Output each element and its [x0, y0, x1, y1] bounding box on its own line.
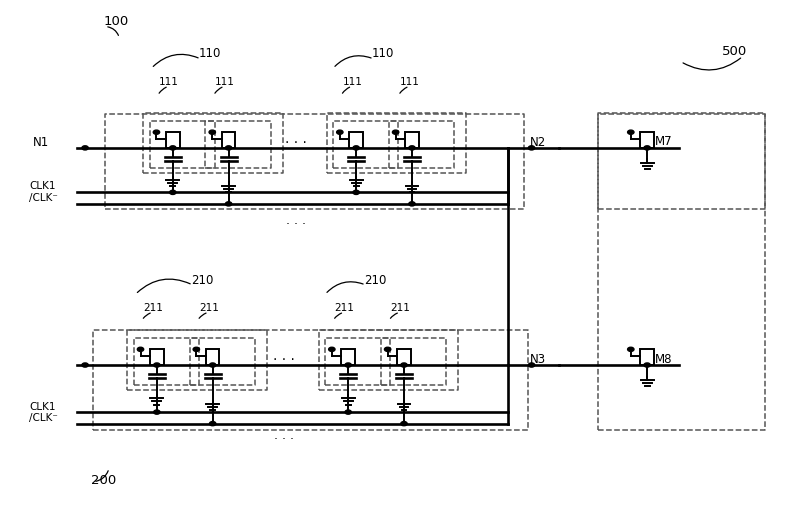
Circle shape [409, 202, 415, 206]
Circle shape [329, 347, 335, 351]
Text: · · ·: · · · [286, 136, 307, 150]
Bar [166, 132, 179, 148]
Circle shape [409, 146, 415, 150]
Text: M7: M7 [655, 135, 673, 148]
Text: · · ·: · · · [286, 218, 306, 231]
Circle shape [528, 146, 534, 150]
Circle shape [345, 410, 351, 414]
Bar [105, 114, 523, 209]
Circle shape [628, 347, 634, 351]
Bar [640, 132, 654, 148]
Circle shape [401, 363, 407, 367]
Circle shape [170, 190, 176, 195]
Bar [127, 330, 267, 390]
Circle shape [353, 146, 359, 150]
Circle shape [82, 146, 88, 150]
Circle shape [154, 130, 160, 134]
Text: N3: N3 [530, 353, 546, 366]
Text: 111: 111 [400, 77, 420, 87]
Text: 210: 210 [364, 274, 386, 287]
Text: 211: 211 [390, 303, 410, 313]
Circle shape [628, 130, 634, 134]
Circle shape [82, 363, 88, 367]
Text: 211: 211 [143, 303, 163, 313]
Text: · · ·: · · · [274, 353, 295, 367]
Bar [206, 349, 219, 365]
Text: 211: 211 [334, 303, 354, 313]
Bar [134, 338, 199, 385]
Circle shape [345, 363, 351, 367]
Circle shape [401, 421, 407, 426]
Circle shape [193, 347, 199, 351]
Circle shape [154, 363, 160, 367]
Bar [222, 132, 235, 148]
Bar [405, 132, 418, 148]
Text: 110: 110 [372, 47, 394, 60]
Text: CLK1: CLK1 [30, 401, 56, 411]
Circle shape [210, 363, 216, 367]
Circle shape [393, 130, 399, 134]
Text: /CLK⁻: /CLK⁻ [30, 413, 58, 423]
Circle shape [353, 190, 359, 195]
Text: N1: N1 [33, 136, 50, 149]
Bar [350, 132, 363, 148]
Bar [150, 120, 215, 168]
Bar [150, 349, 164, 365]
Bar [190, 338, 255, 385]
Circle shape [644, 146, 650, 150]
Circle shape [337, 130, 343, 134]
Text: 200: 200 [91, 474, 117, 487]
Circle shape [385, 347, 391, 351]
Bar [598, 114, 765, 430]
Text: CLK1: CLK1 [30, 181, 56, 191]
Text: 111: 111 [215, 77, 235, 87]
Text: 111: 111 [342, 77, 362, 87]
Circle shape [138, 347, 144, 351]
Circle shape [210, 421, 216, 426]
Circle shape [644, 363, 650, 367]
Bar [389, 120, 454, 168]
Text: 210: 210 [191, 274, 214, 287]
Bar [93, 330, 527, 430]
Bar [381, 338, 446, 385]
Bar [333, 120, 398, 168]
Text: 110: 110 [199, 47, 222, 60]
Bar [398, 349, 410, 365]
Circle shape [528, 363, 534, 367]
Text: N2: N2 [530, 136, 546, 149]
Bar [206, 120, 271, 168]
Circle shape [226, 202, 232, 206]
Text: 500: 500 [722, 45, 746, 58]
Text: /CLK⁻: /CLK⁻ [30, 193, 58, 203]
Bar [318, 330, 458, 390]
Bar [326, 113, 466, 173]
Text: 211: 211 [199, 303, 219, 313]
Text: 100: 100 [103, 15, 129, 28]
Circle shape [170, 146, 176, 150]
Bar [143, 113, 283, 173]
Circle shape [154, 410, 160, 414]
Bar [325, 338, 390, 385]
Bar [342, 349, 355, 365]
Bar [598, 114, 765, 209]
Text: 111: 111 [159, 77, 179, 87]
Text: · · ·: · · · [274, 433, 294, 446]
Circle shape [209, 130, 215, 134]
Text: M8: M8 [655, 353, 673, 366]
Bar [640, 349, 654, 365]
Circle shape [226, 146, 232, 150]
